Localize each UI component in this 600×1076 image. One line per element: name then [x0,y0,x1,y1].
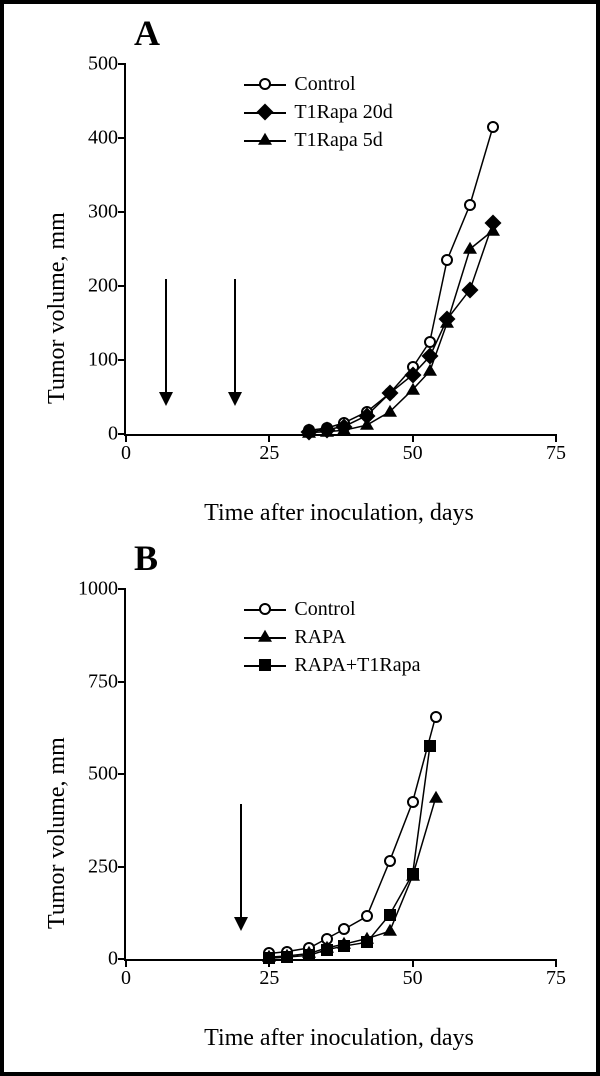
data-marker [360,418,374,430]
data-marker [424,336,436,348]
legend-swatch [244,129,286,151]
arrow-marker [240,804,242,930]
xtick-mark [412,434,414,442]
xtick-mark [125,434,127,442]
ytick-mark [118,63,126,65]
panel-b-ylabel: Tumor volume, mm [44,737,71,929]
legend-item: RAPA+T1Rapa [244,651,420,679]
panel-b-xlabel: Time after inoculation, days [124,1025,554,1052]
data-marker [361,910,373,922]
ytick-mark [118,285,126,287]
legend-swatch [244,626,286,648]
ytick-mark [118,137,126,139]
legend-label: Control [294,73,355,96]
data-marker [302,425,316,437]
xtick-mark [555,959,557,967]
ytick-mark [118,359,126,361]
legend-item: Control [244,595,420,623]
arrow-marker [234,279,236,405]
data-marker [338,923,350,935]
data-marker [429,791,443,803]
xtick-mark [555,434,557,442]
ytick-mark [118,588,126,590]
panel-a-xlabel: Time after inoculation, days [124,500,554,527]
series-line [269,717,435,954]
ytick-mark [118,681,126,683]
legend-item: RAPA [244,623,420,651]
data-marker [441,254,453,266]
legend-label: RAPA+T1Rapa [294,654,420,677]
legend-label: T1Rapa 5d [294,129,382,152]
data-marker [338,940,350,952]
data-marker [263,952,275,964]
legend-item: T1Rapa 5d [244,126,392,154]
legend-swatch [244,101,286,123]
ytick-mark [118,866,126,868]
ytick-mark [118,773,126,775]
data-marker [407,796,419,808]
legend-item: Control [244,70,392,98]
data-marker [463,242,477,254]
data-marker [384,909,396,921]
data-marker [383,924,397,936]
xtick-mark [412,959,414,967]
data-marker [321,944,333,956]
legend-item: T1Rapa 20d [244,98,392,126]
data-marker [320,425,334,437]
panel-a-ylabel: Tumor volume, mm [44,212,71,404]
figure-frame: A 01002003004005000255075 Tumor volume, … [0,0,600,1076]
data-marker [464,199,476,211]
data-marker [384,855,396,867]
legend-label: Control [294,598,355,621]
data-marker [424,740,436,752]
data-marker [423,364,437,376]
data-marker [486,223,500,235]
data-marker [361,936,373,948]
legend-swatch [244,598,286,620]
data-marker [440,316,454,328]
ytick-mark [118,211,126,213]
data-marker [383,405,397,417]
data-marker [406,382,420,394]
legend-label: T1Rapa 20d [294,101,392,124]
legend-swatch [244,73,286,95]
data-marker [337,423,351,435]
series-line [309,231,492,433]
panel-a-legend: Control T1Rapa 20d T1Rapa 5d [244,70,392,154]
arrow-marker [165,279,167,405]
panel-a-letter: A [134,12,160,54]
data-marker [487,121,499,133]
legend-swatch [244,654,286,676]
data-marker [407,868,419,880]
data-marker [281,951,293,963]
xtick-mark [125,959,127,967]
panel-b-legend: Control RAPA RAPA+T1Rapa [244,595,420,679]
legend-label: RAPA [294,626,346,649]
data-marker [303,949,315,961]
data-marker [430,711,442,723]
xtick-mark [268,434,270,442]
panel-b-letter: B [134,537,158,579]
